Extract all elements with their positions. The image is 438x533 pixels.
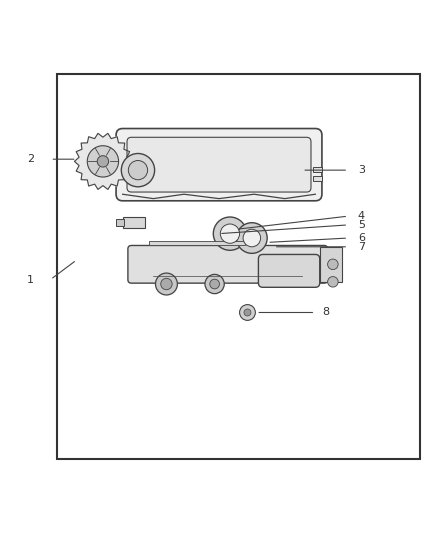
Circle shape xyxy=(97,156,109,167)
Text: 5: 5 xyxy=(358,220,365,230)
Text: 6: 6 xyxy=(358,233,365,243)
Text: 3: 3 xyxy=(358,165,365,175)
Bar xyxy=(149,241,245,246)
Polygon shape xyxy=(74,133,131,189)
Circle shape xyxy=(220,224,240,243)
Bar xyxy=(313,176,322,181)
FancyBboxPatch shape xyxy=(116,128,322,201)
Circle shape xyxy=(155,273,177,295)
Circle shape xyxy=(121,154,155,187)
Circle shape xyxy=(128,160,148,180)
Bar xyxy=(313,167,322,172)
Bar xyxy=(123,217,145,228)
Bar xyxy=(116,219,124,226)
Text: 1: 1 xyxy=(27,274,34,285)
FancyBboxPatch shape xyxy=(258,254,320,287)
Circle shape xyxy=(87,146,119,177)
Circle shape xyxy=(328,277,338,287)
Circle shape xyxy=(243,229,261,247)
Circle shape xyxy=(161,278,172,290)
Text: 4: 4 xyxy=(358,211,365,221)
Text: 7: 7 xyxy=(358,242,365,252)
Circle shape xyxy=(205,274,224,294)
FancyBboxPatch shape xyxy=(127,138,311,192)
Circle shape xyxy=(240,304,255,320)
Circle shape xyxy=(210,279,219,289)
Circle shape xyxy=(213,217,247,251)
Bar xyxy=(320,247,342,282)
Bar xyxy=(57,74,420,459)
FancyBboxPatch shape xyxy=(128,246,328,283)
Text: 8: 8 xyxy=(323,308,330,318)
Circle shape xyxy=(237,223,267,253)
Circle shape xyxy=(328,259,338,270)
Text: 2: 2 xyxy=(27,154,34,164)
Circle shape xyxy=(244,309,251,316)
